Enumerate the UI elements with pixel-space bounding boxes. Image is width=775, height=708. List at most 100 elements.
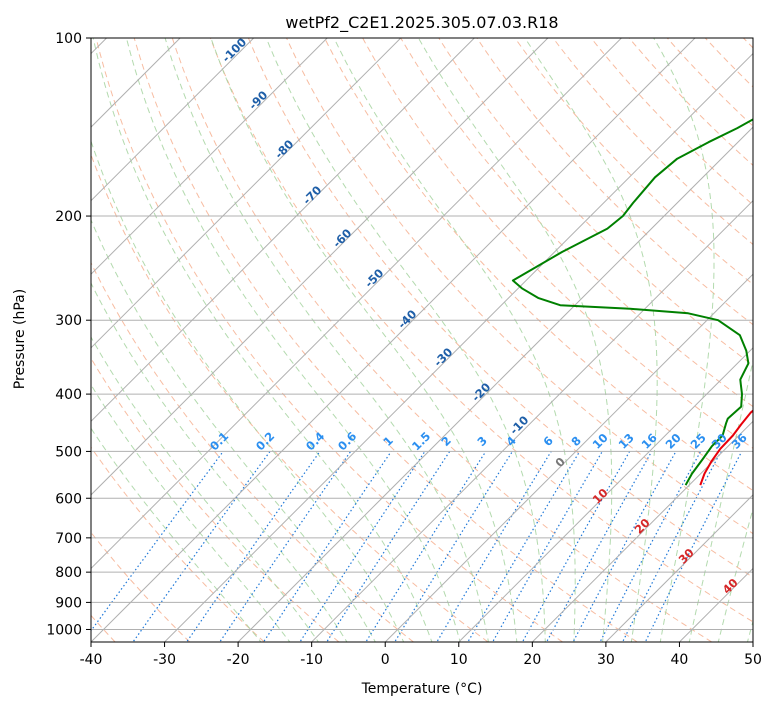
dry-adiabat (476, 38, 753, 326)
x-tick-label: 50 (744, 652, 762, 668)
mixing-ratio-label: 1 (380, 433, 396, 449)
x-tick-label: -40 (80, 652, 103, 668)
isotherm (531, 420, 753, 642)
moist-adiabat (91, 383, 291, 642)
isotherm (752, 641, 753, 642)
dry-adiabat (324, 38, 753, 492)
y-tick-label: 600 (55, 491, 82, 507)
mixing-ratio-line (644, 451, 743, 642)
x-axis-label: Temperature (°C) (361, 681, 483, 697)
y-tick-label: 1000 (46, 622, 82, 638)
dry-adiabat (704, 38, 753, 88)
mixing-ratio-lines (91, 451, 743, 642)
moist-adiabat-label: 30 (676, 546, 697, 567)
isotherm (679, 567, 753, 642)
dry-adiabat (95, 38, 563, 642)
mixing-ratio-line (132, 451, 271, 642)
line-labels: -100-90-80-70-60-50-40-30-20-10010203040… (207, 35, 750, 597)
moist-adiabat-label: 0 (552, 454, 568, 470)
mixing-ratio-label: 25 (688, 431, 709, 452)
isotherm (384, 273, 753, 642)
moist-adiabat (125, 38, 461, 642)
mixing-ratio-label: 3 (474, 433, 490, 449)
dry-adiabat (514, 38, 753, 285)
axes-frame (90, 37, 754, 643)
mixing-ratio-line (436, 451, 552, 642)
dry-adiabat-label: -80 (272, 137, 297, 162)
dry-adiabat (91, 446, 265, 642)
y-tick-label: 100 (55, 31, 82, 47)
dry-adiabat-label: -100 (219, 35, 249, 65)
x-tick-label: -30 (153, 652, 176, 668)
mixing-ratio-label: 13 (616, 431, 637, 452)
dry-adiabat (590, 38, 753, 206)
x-axis-ticks: -40 -30 -20 -10 0 10 20 30 40 50 (80, 642, 762, 668)
isotherm (237, 126, 753, 642)
chart-title: wetPf2_C2E1.2025.305.07.03.R18 (285, 13, 558, 33)
moist-adiabat (524, 38, 658, 642)
x-tick-label: 30 (597, 652, 615, 668)
dry-adiabat (133, 38, 638, 642)
isotherm (91, 38, 255, 202)
dry-adiabat-label: -30 (431, 345, 456, 370)
dry-adiabat-label: -50 (362, 266, 387, 291)
moist-adiabat (688, 358, 753, 642)
y-tick-label: 700 (55, 531, 82, 547)
moist-adiabat (91, 336, 320, 642)
mixing-ratio-label: 30 (709, 431, 730, 452)
dry-adiabat-label: -40 (395, 307, 420, 332)
isotherm (91, 38, 622, 570)
mixing-ratio-label: 10 (590, 431, 611, 452)
x-tick-label: 0 (381, 652, 390, 668)
mixing-ratio-line (599, 451, 702, 642)
mixing-ratio-line (365, 451, 487, 642)
y-axis-ticks: 100 200 300 400 500 600 700 800 900 1000 (46, 31, 91, 638)
dry-adiabat-label: -10 (507, 413, 532, 438)
y-tick-label: 500 (55, 444, 82, 460)
y-tick-label: 200 (55, 209, 82, 225)
moist-adiabat (91, 282, 348, 642)
mixing-ratio-label: 0.2 (253, 429, 277, 453)
moist-adiabat-label: 10 (590, 486, 611, 507)
moist-adiabat (92, 38, 433, 642)
mixing-ratio-line (262, 451, 392, 642)
isotherm (91, 38, 549, 496)
isotherm (91, 38, 696, 642)
x-tick-label: -20 (227, 652, 250, 668)
y-axis-label: Pressure (hPa) (12, 289, 28, 389)
moist-adiabat (210, 38, 518, 642)
mixing-ratio-label: 1.5 (409, 429, 433, 453)
y-tick-label: 800 (55, 565, 82, 581)
mixing-ratio-line (621, 451, 722, 642)
mixing-ratio-label: 16 (639, 431, 660, 452)
mixing-ratio-label: 0.4 (303, 429, 327, 453)
isotherm (311, 199, 753, 642)
dry-adiabat (438, 38, 753, 367)
moist-adiabats (91, 38, 753, 642)
moist-adiabat-label: 20 (632, 516, 653, 537)
mixing-ratio-label: 2 (438, 433, 454, 449)
mixing-ratio-line (572, 451, 677, 642)
dry-adiabats (91, 38, 753, 642)
dry-adiabat (91, 531, 191, 642)
x-tick-label: 40 (671, 652, 689, 668)
x-tick-label: 20 (523, 652, 541, 668)
moist-adiabat (91, 139, 405, 642)
dry-adiabat (91, 261, 414, 642)
mixing-ratio-line (185, 451, 321, 642)
mixing-ratio-line (394, 451, 513, 642)
x-tick-label: -10 (300, 652, 323, 668)
dry-adiabat-label: -60 (330, 226, 355, 251)
plot-frame (90, 37, 754, 643)
isotherm (91, 38, 475, 423)
moist-adiabat (717, 506, 753, 642)
isotherm (605, 494, 753, 642)
y-tick-label: 400 (55, 387, 82, 403)
dry-adiabat-label: -20 (469, 380, 494, 405)
mixing-ratio-line (219, 451, 352, 642)
dry-adiabat (209, 38, 753, 623)
isobar-gridlines (91, 38, 753, 630)
moist-adiabat (417, 38, 613, 642)
mixing-ratio-line (91, 451, 224, 632)
